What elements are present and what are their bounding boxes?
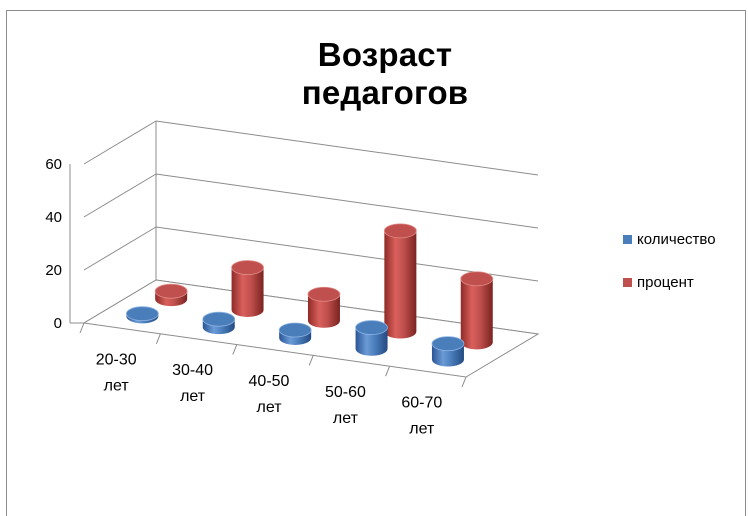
x-tick-label: 20-30 <box>96 351 137 368</box>
x-tick-mark <box>385 366 391 377</box>
cylinder-top <box>431 336 465 352</box>
legend-label: процент <box>637 274 694 291</box>
x-tick-mark <box>79 322 85 334</box>
x-tick-mark <box>461 376 467 388</box>
bar-процент <box>231 260 264 317</box>
gridline-side <box>83 226 157 271</box>
x-tick-label: 30-40 <box>172 362 213 379</box>
legend: количество процент <box>623 231 716 291</box>
cylinder-body <box>307 294 340 328</box>
x-tick-mark <box>232 344 238 355</box>
bar-количество <box>125 306 159 324</box>
x-tick-label: лет <box>409 421 435 438</box>
gridline-back <box>155 173 539 229</box>
cylinder-top <box>154 283 188 299</box>
cylinder-top <box>278 322 312 338</box>
y-tick-label: 20 <box>45 262 62 279</box>
x-tick-mark <box>308 355 314 366</box>
y-tick-label: 0 <box>54 315 62 332</box>
chart-title: Возраст педагогов <box>301 36 469 111</box>
x-tick-label: 40-50 <box>249 373 290 390</box>
gridline-side <box>83 173 157 218</box>
bar-процент <box>154 283 188 307</box>
cylinder-body <box>231 267 264 317</box>
bar-процент <box>383 223 417 339</box>
cylinder-top <box>231 260 264 275</box>
bar-количество <box>278 322 312 345</box>
x-tick-label: 50-60 <box>325 384 366 401</box>
bars <box>125 223 494 367</box>
x-tick-label: лет <box>104 377 130 394</box>
bar-процент <box>307 286 341 328</box>
gridline-side <box>83 120 157 165</box>
cylinder-top <box>202 311 236 327</box>
cylinder-top <box>125 306 159 322</box>
cylinder-top <box>460 271 494 287</box>
tick-labels: 0 20 40 60 20-30 лет 30-40 лет 40-50 лет 50-60 лет 6… <box>45 156 442 438</box>
legend-swatch <box>623 235 632 244</box>
cylinder-body <box>460 278 493 350</box>
cylinder-body <box>384 230 417 339</box>
gridline-back <box>155 120 539 176</box>
bar-количество <box>431 336 465 367</box>
x-tick-label: 60-70 <box>401 395 442 412</box>
bar-количество <box>355 320 388 356</box>
x-tick-label: лет <box>333 410 359 427</box>
chart-frame <box>6 10 746 516</box>
legend-label: количество <box>637 231 716 248</box>
cylinder-top <box>383 223 417 239</box>
x-tick-mark <box>155 333 161 344</box>
cylinder-top <box>355 320 388 335</box>
x-tick-label: лет <box>256 399 282 416</box>
bar-процент <box>460 271 494 350</box>
cylinder-body <box>355 327 388 356</box>
bar-количество <box>202 311 236 335</box>
legend-swatch <box>623 278 632 287</box>
cylinder-top <box>307 286 341 302</box>
y-tick-label: 60 <box>45 156 62 173</box>
y-tick-label: 40 <box>45 209 62 226</box>
x-tick-label: лет <box>180 388 206 405</box>
